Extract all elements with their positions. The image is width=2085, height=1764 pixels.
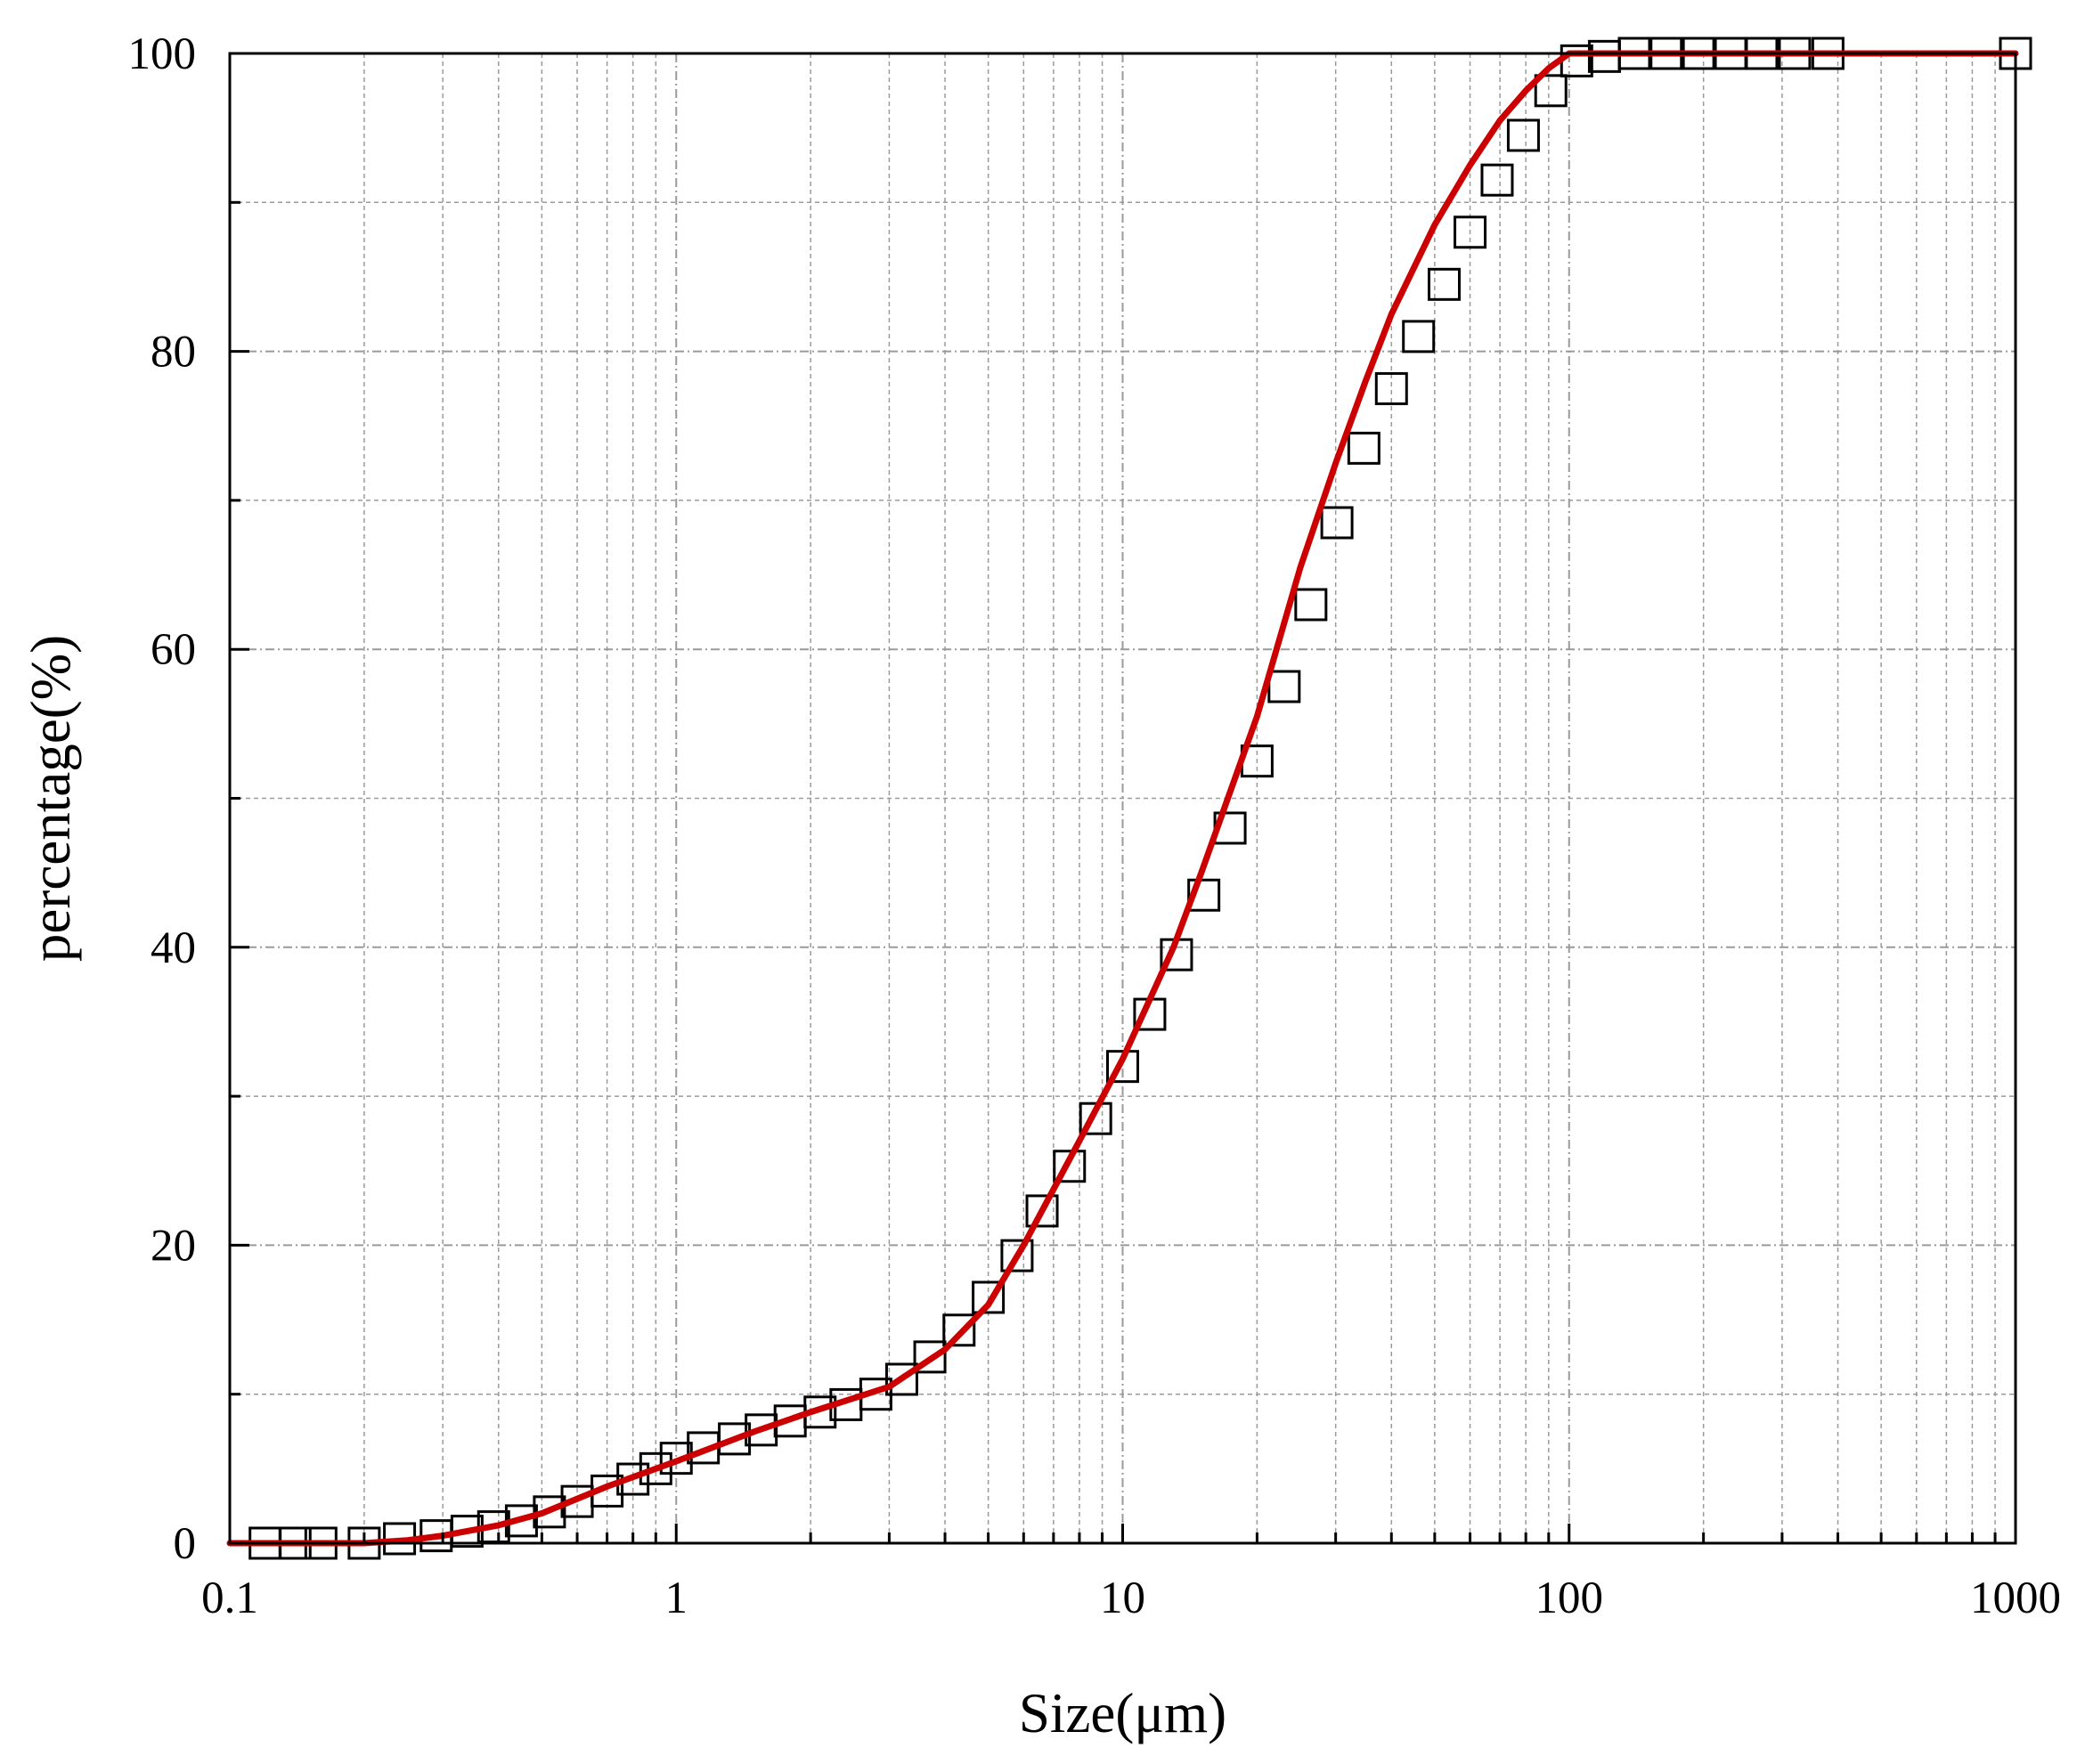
data-point bbox=[1079, 1101, 1112, 1135]
data-point bbox=[1053, 1150, 1087, 1183]
data-point bbox=[718, 1422, 752, 1456]
y-tick-label: 100 bbox=[128, 29, 197, 79]
data-point bbox=[1025, 1194, 1059, 1228]
data-point bbox=[913, 1340, 947, 1374]
y-tick-label: 40 bbox=[151, 923, 196, 973]
x-tick-label: 1000 bbox=[1970, 1573, 2061, 1623]
data-point bbox=[884, 1362, 918, 1396]
data-point bbox=[1267, 670, 1301, 703]
x-tick-label: 0.1 bbox=[201, 1573, 258, 1623]
x-tick-label: 10 bbox=[1100, 1573, 1145, 1623]
y-axis-title: percentage(%) bbox=[20, 635, 82, 962]
data-point bbox=[1534, 74, 1568, 108]
data-point bbox=[942, 1313, 976, 1347]
data-point bbox=[1000, 1239, 1034, 1272]
x-tick-label: 100 bbox=[1535, 1573, 1604, 1623]
data-point bbox=[1374, 371, 1408, 405]
data-point bbox=[616, 1462, 650, 1496]
axes bbox=[228, 52, 2017, 1545]
data-point bbox=[1294, 588, 1328, 622]
fit-line bbox=[226, 50, 2019, 1547]
data-point bbox=[533, 1495, 566, 1529]
y-tick-label: 20 bbox=[151, 1221, 196, 1271]
y-tick-label: 0 bbox=[174, 1519, 197, 1569]
data-point bbox=[972, 1280, 1006, 1314]
y-tick-label: 80 bbox=[151, 328, 196, 378]
data-point bbox=[1320, 506, 1354, 540]
data-point bbox=[1506, 118, 1540, 152]
grid bbox=[230, 53, 2016, 1543]
data-point bbox=[1106, 1050, 1139, 1084]
data-point bbox=[1187, 878, 1221, 912]
data-point bbox=[1454, 215, 1487, 249]
y-tick-label: 60 bbox=[151, 625, 196, 675]
fit-line-layer bbox=[226, 50, 2019, 1547]
data-point bbox=[1347, 431, 1380, 465]
x-axis-title: Size(μm) bbox=[1019, 1682, 1226, 1744]
tick-labels: 0.1 1 10 100 1000 0 20 40 60 80 100 bbox=[128, 29, 2062, 1623]
data-point bbox=[1560, 44, 1593, 77]
data-point bbox=[639, 1451, 672, 1485]
data-point bbox=[1427, 267, 1461, 301]
data-point bbox=[1402, 320, 1436, 354]
data-point bbox=[1480, 163, 1514, 197]
x-tick-label: 1 bbox=[665, 1573, 688, 1623]
